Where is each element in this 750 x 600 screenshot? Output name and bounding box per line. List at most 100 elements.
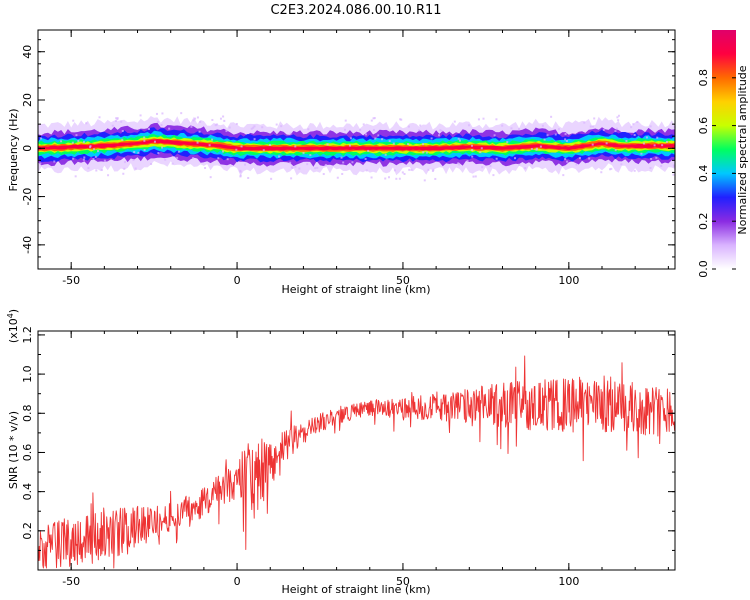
spectrogram-speckle [209, 176, 212, 179]
spectrogram-speckle [190, 125, 193, 128]
spectrogram-speckle [298, 167, 301, 170]
spectrogram-speckle [495, 118, 498, 121]
spectrogram-speckle [439, 129, 442, 132]
spectrogram-speckle [365, 169, 368, 172]
spectrogram-speckle [77, 139, 80, 142]
figure-title: C2E3.2024.086.00.10.R11 [270, 3, 441, 18]
spectrogram-speckle [600, 171, 603, 174]
spectrogram-speckle [280, 125, 283, 128]
spectrogram-speckle [419, 124, 422, 127]
snr-scale-base: (x10 [7, 318, 20, 343]
spectrogram-speckle [645, 136, 648, 139]
spectrogram-speckle [219, 117, 222, 120]
snr-x-tick-label: 100 [558, 575, 579, 588]
spectrogram-speckle [417, 129, 420, 132]
colorbar-tick-label: 0.2 [697, 212, 710, 230]
spectrogram-speckle [215, 123, 218, 126]
spectrogram-speckle [384, 153, 387, 156]
spectrogram-speckle [609, 168, 612, 171]
spectrogram-speckle [591, 143, 594, 146]
spectrogram-speckle [253, 138, 256, 141]
spectrogram-speckle [154, 140, 157, 143]
spectrogram-speckle [578, 157, 581, 160]
spectrogram-speckle [427, 168, 430, 171]
spectrogram-speckle [398, 177, 401, 180]
spec-y-tick-label: -40 [21, 236, 34, 254]
spec-x-tick-label: 100 [558, 274, 579, 287]
spec-frame [37, 29, 676, 270]
spectrogram-speckle [630, 126, 633, 129]
spectrogram-speckle [407, 125, 410, 128]
spectrogram-speckle [103, 159, 106, 162]
spectrogram-speckle [147, 128, 150, 131]
spectrogram-speckle [395, 177, 398, 180]
spectrogram-speckle [423, 179, 426, 182]
spectrogram-speckle [588, 157, 591, 160]
spectrogram-speckle [111, 124, 114, 127]
spectrogram-speckle [336, 176, 339, 179]
spectrogram-speckle [431, 169, 434, 172]
spectrogram-speckle [268, 143, 271, 146]
spec-x-tick-label: 50 [396, 274, 410, 287]
spectrogram-speckle [250, 127, 253, 130]
snr-panel: -50 0 50 100 0.2 0.4 0.6 0.8 1.0 1.2 Height of str… [6, 309, 676, 596]
spectrogram-speckle [198, 130, 201, 133]
spectrogram-speckle [583, 121, 586, 124]
spectrogram-speckle [422, 143, 425, 146]
spectrogram-speckle [380, 138, 383, 141]
spectrogram-speckle [406, 143, 409, 146]
snr-y-tick-label: 1.2 [21, 326, 34, 344]
spectrogram-speckle [401, 171, 404, 174]
spectrogram-speckle [633, 133, 636, 136]
spectrogram-speckle [656, 136, 659, 139]
spectrogram-speckle [222, 115, 225, 118]
spectrogram-speckle [530, 147, 533, 150]
spectrogram-speckle [87, 167, 90, 170]
spectrogram-speckle [493, 134, 496, 137]
spectrogram-speckle [217, 157, 220, 160]
spectrogram-speckle [180, 112, 183, 115]
spectrogram-speckle [564, 133, 567, 136]
spec-y-axis-label: Frequency (Hz) [7, 109, 20, 192]
spectrogram-speckle [196, 141, 199, 144]
spectrogram-speckle [83, 156, 86, 159]
spectrogram-speckle [393, 169, 396, 172]
spectrogram-speckle [341, 172, 344, 175]
spectrogram-speckle [289, 161, 292, 164]
spectrogram-speckle [176, 156, 179, 159]
spectrogram-speckle [620, 163, 623, 166]
spectrogram-speckle [199, 120, 202, 123]
spectrogram-speckle [557, 128, 560, 131]
spectrogram-speckle [344, 119, 347, 122]
spectrogram-speckle [239, 169, 242, 172]
spectrogram-speckle [168, 127, 171, 130]
spec-y-tick-label: 40 [21, 45, 34, 59]
spectrogram-speckle [39, 137, 42, 140]
snr-frame [37, 330, 676, 571]
spectrogram-speckle [471, 155, 474, 158]
spectrogram-speckle [589, 125, 592, 128]
spectrogram-speckle [482, 117, 485, 120]
spectrogram-speckle [425, 151, 428, 154]
spectrogram-speckle [211, 138, 214, 141]
spectrogram-speckle [539, 145, 542, 148]
spectrogram-speckle [660, 164, 663, 167]
spectrogram-speckle [324, 163, 327, 166]
spectrogram-speckle [474, 175, 477, 178]
spectrogram-speckle [92, 157, 95, 160]
spectrogram-speckle [60, 140, 63, 143]
spectrogram-speckle [262, 149, 265, 152]
spectrogram-speckle [403, 172, 406, 175]
spectrogram-speckle [89, 146, 92, 149]
spectrogram-speckle [430, 137, 433, 140]
spectrogram-speckle [650, 157, 653, 160]
spectrogram-speckle [372, 117, 375, 120]
spectrogram-speckle [228, 126, 231, 129]
spectrogram-speckle [89, 145, 92, 148]
spectrogram-speckle [100, 168, 103, 171]
spectrogram-speckle [132, 159, 135, 162]
spectrogram-speckle [625, 139, 628, 142]
snr-scale-label: (x104) [6, 309, 20, 343]
spectrogram-speckle [593, 117, 596, 120]
